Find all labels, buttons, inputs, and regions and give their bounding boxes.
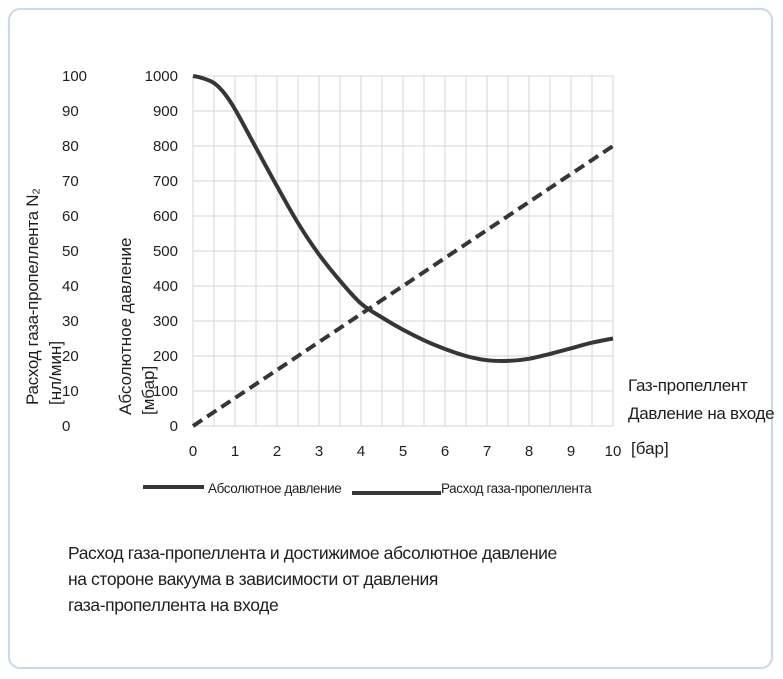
grid xyxy=(192,75,614,427)
left-tick-label: 0 xyxy=(62,418,70,435)
left-axis-unit: [нл/мин] xyxy=(46,341,65,405)
caption-line-2: на стороне вакуума в зависимости от давл… xyxy=(68,569,438,589)
caption-line-3: газа-пропеллента на входе xyxy=(68,595,279,615)
right-tick-label: 900 xyxy=(153,103,178,120)
x-axis-unit: [бар] xyxy=(631,439,669,458)
left-axis-label: Расход газа-пропеллента N₂ xyxy=(23,188,42,405)
left-tick-label: 60 xyxy=(62,208,79,225)
series-line-propellant-flow xyxy=(191,144,615,428)
x-axis-label-line-2: Давление на входе xyxy=(628,404,774,423)
figure-caption: Расход газа-пропеллента и достижимое абс… xyxy=(68,540,688,618)
x-tick-label: 10 xyxy=(605,443,622,460)
figure-frame xyxy=(8,8,773,669)
x-tick-label: 3 xyxy=(315,443,323,460)
x-tick-label: 5 xyxy=(399,443,407,460)
right-tick-label: 1000 xyxy=(145,68,178,85)
right-tick-label: 700 xyxy=(153,173,178,190)
x-tick-label: 6 xyxy=(441,443,449,460)
x-tick-label: 0 xyxy=(189,443,197,460)
caption-line-1: Расход газа-пропеллента и достижимое абс… xyxy=(68,543,557,563)
left-tick-label: 100 xyxy=(62,68,87,85)
left-tick-label: 90 xyxy=(62,103,79,120)
legend-label-propellant-flow: Расход газа-пропеллента xyxy=(441,481,592,496)
x-tick-label: 4 xyxy=(357,443,365,460)
right-tick-label: 400 xyxy=(153,278,178,295)
series-line-absolute-pressure xyxy=(192,74,614,363)
left-tick-label: 70 xyxy=(62,173,79,190)
right-axis-title: Абсолютное давление xyxy=(116,238,135,416)
left-tick-label: 80 xyxy=(62,138,79,155)
left-tick-label: 10 xyxy=(62,383,79,400)
x-tick-label: 1 xyxy=(231,443,239,460)
right-axis-unit: [мбар] xyxy=(139,366,158,415)
series xyxy=(191,74,615,428)
x-tick-label: 9 xyxy=(567,443,575,460)
x-tick-label: 2 xyxy=(273,443,281,460)
right-tick-label: 100 xyxy=(153,383,178,400)
x-tick-label: 7 xyxy=(483,443,491,460)
right-tick-label: 0 xyxy=(170,418,178,435)
left-tick-label: 30 xyxy=(62,313,79,330)
right-tick-label: 600 xyxy=(153,208,178,225)
right-tick-label: 300 xyxy=(153,313,178,330)
x-tick-label: 8 xyxy=(525,443,533,460)
left-axis-title: Расход газа-пропеллента N₂ xyxy=(23,188,42,405)
right-tick-label: 200 xyxy=(153,348,178,365)
left-tick-label: 50 xyxy=(62,243,79,260)
x-axis-label-line-1: Газ-пропеллент xyxy=(628,376,748,395)
right-tick-label: 800 xyxy=(153,138,178,155)
legend: Абсолютное давление Расход газа-пропелле… xyxy=(143,481,592,496)
left-tick-label: 40 xyxy=(62,278,79,295)
left-tick-label: 20 xyxy=(62,348,79,365)
right-tick-label: 500 xyxy=(153,243,178,260)
legend-label-absolute-pressure: Абсолютное давление xyxy=(208,481,341,496)
